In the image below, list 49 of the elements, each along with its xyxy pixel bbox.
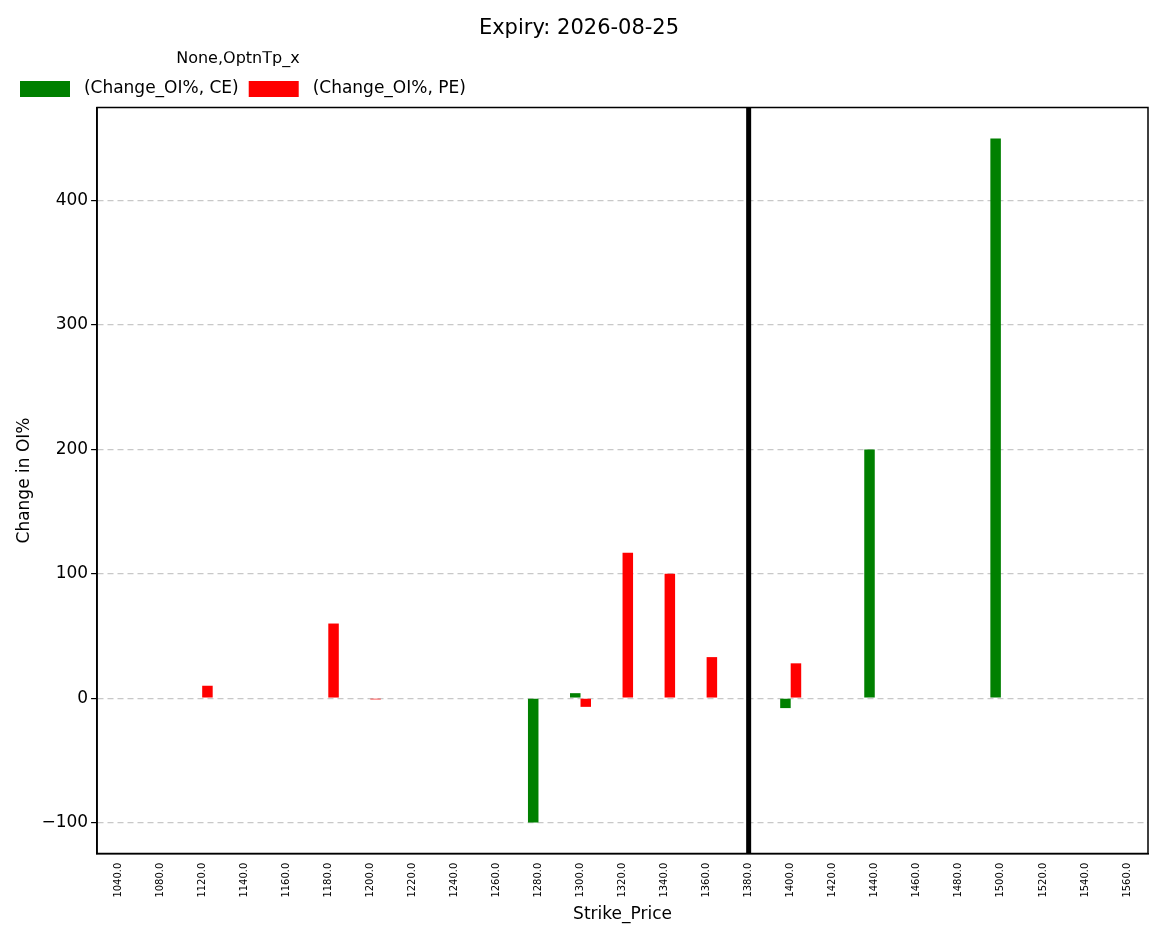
chart-title: Expiry: 2026-08-25 xyxy=(478,15,680,40)
x-tick-label: 1200.0 xyxy=(363,862,375,898)
x-tick-label: 1320.0 xyxy=(616,862,628,898)
y-tick-label: 0 xyxy=(77,686,89,707)
x-tick-label: 1480.0 xyxy=(952,862,964,898)
bar xyxy=(664,573,676,698)
legend-label: (Change_OI%, PE) xyxy=(307,77,466,99)
x-tick-label: 1340.0 xyxy=(658,862,670,898)
x-tick-label: 1280.0 xyxy=(532,862,544,898)
bar xyxy=(202,685,213,698)
y-tick-label: 100 xyxy=(55,562,89,583)
x-tick-label: 1040.0 xyxy=(111,862,123,898)
x-tick-label: 1080.0 xyxy=(153,862,165,898)
x-tick-label: 1500.0 xyxy=(994,862,1006,898)
x-tick-label: 1400.0 xyxy=(784,862,796,898)
y-tick-label: −100 xyxy=(41,810,89,831)
bar xyxy=(328,623,339,698)
bar xyxy=(990,138,1001,698)
bar xyxy=(527,698,539,823)
x-tick-label: 1260.0 xyxy=(490,862,502,898)
x-tick-label: 1300.0 xyxy=(574,862,586,898)
x-tick-label: 1560.0 xyxy=(1120,862,1132,898)
x-tick-label: 1440.0 xyxy=(868,862,880,898)
bar xyxy=(780,698,791,709)
x-tick-label: 1360.0 xyxy=(700,862,712,898)
y-tick-label: 400 xyxy=(55,189,89,210)
bar xyxy=(864,449,875,698)
bar xyxy=(570,693,581,698)
bar xyxy=(622,552,634,698)
x-tick-label: 1420.0 xyxy=(826,862,838,898)
x-tick-label: 1220.0 xyxy=(405,862,417,898)
x-tick-label: 1160.0 xyxy=(279,862,291,898)
x-tick-label: 1540.0 xyxy=(1078,862,1090,898)
y-tick-label: 300 xyxy=(55,313,89,334)
x-tick-label: 1140.0 xyxy=(237,862,249,898)
x-tick-label: 1520.0 xyxy=(1036,862,1048,898)
bar xyxy=(790,663,802,698)
bar xyxy=(580,698,592,707)
y-axis-title: Change in OI% xyxy=(12,417,33,544)
legend-label: (Change_OI%, CE) xyxy=(78,77,239,99)
x-tick-label: 1120.0 xyxy=(195,862,207,898)
x-tick-label: 1380.0 xyxy=(742,862,754,898)
y-tick-label: 200 xyxy=(55,437,89,458)
legend-title: None,OptnTp_x xyxy=(176,48,300,69)
x-tick-label: 1180.0 xyxy=(321,862,333,898)
bar xyxy=(706,657,718,698)
x-tick-label: 1240.0 xyxy=(447,862,459,898)
x-axis-title: Strike_Price xyxy=(573,903,672,925)
x-tick-label: 1460.0 xyxy=(910,862,922,898)
